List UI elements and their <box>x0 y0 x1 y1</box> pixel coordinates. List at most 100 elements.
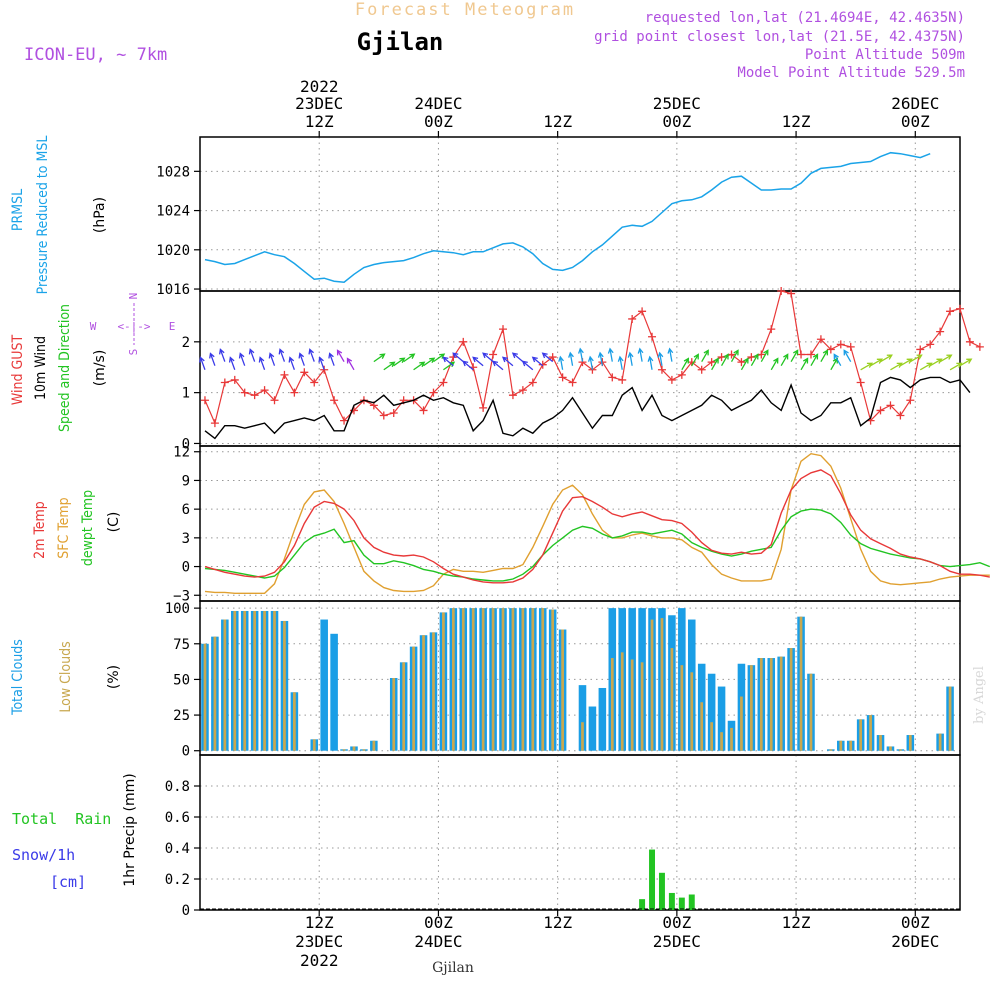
rain-bar <box>688 894 695 910</box>
wind-arrow <box>258 356 266 370</box>
low-cloud-bar <box>243 610 247 751</box>
wind-arrow <box>393 357 406 367</box>
low-cloud-bar <box>402 662 406 751</box>
gust-marker <box>250 391 259 400</box>
y-tick-label: 0 <box>182 903 190 919</box>
top-time-label: 12Z <box>782 112 811 131</box>
gust-marker <box>270 396 279 405</box>
gridpoint-coords: grid point closest lon,lat (21.5E, 42.43… <box>594 29 965 45</box>
wind-arrow <box>597 351 604 366</box>
wind-arrow <box>721 353 729 367</box>
wind-arrow <box>647 355 654 370</box>
gust-marker <box>280 370 289 379</box>
bottom-time-label: 12Z <box>305 913 334 932</box>
gust-marker <box>697 365 706 374</box>
wind-arrow <box>780 353 789 367</box>
wind-arrow <box>288 356 295 370</box>
wind-arrow <box>691 353 699 367</box>
wind-arrow <box>318 356 325 370</box>
wind-arrow <box>308 348 315 362</box>
gust-marker <box>767 325 776 334</box>
wind-arrow <box>770 357 779 371</box>
panel-4: 0 0.2 0.4 0.6 0.8 <box>165 754 961 919</box>
wind-arrow <box>910 354 923 363</box>
pressure-line <box>204 151 931 283</box>
footer-location: Gjilan <box>432 960 474 976</box>
low-cloud-bar <box>680 665 684 751</box>
gust-marker <box>508 391 517 400</box>
wind-arrow <box>870 358 884 367</box>
wind-arrow <box>209 352 216 366</box>
gust-marker <box>946 307 955 316</box>
wind-arrow <box>880 354 893 363</box>
low-cloud-bar <box>432 632 435 751</box>
low-cloud-bar <box>531 608 535 751</box>
low-cloud-bar <box>392 678 396 751</box>
low-cloud-bar <box>372 740 376 751</box>
compass-w: W <box>90 320 97 333</box>
wind-arrow <box>607 347 614 362</box>
low-cloud-bar <box>799 616 803 751</box>
low-cloud-bar <box>869 715 872 751</box>
gust-marker <box>568 378 577 387</box>
y-tick-label: 3 <box>182 531 190 547</box>
gust-marker <box>787 289 796 298</box>
gust-marker <box>856 378 865 387</box>
gust-marker <box>220 378 229 387</box>
wind-arrow <box>810 353 819 367</box>
wind-arrow <box>578 347 584 362</box>
wind-arrow <box>681 357 690 371</box>
bottom-time-label: 00Z <box>662 913 691 932</box>
wind-arrow <box>521 360 534 371</box>
top-time-label: 12Z <box>543 112 572 131</box>
bottom-time-label: 26DEC <box>891 932 939 951</box>
gust-marker <box>548 353 557 362</box>
wind-arrow <box>482 352 494 363</box>
low-cloud-bar <box>253 610 256 751</box>
low-cloud-bar <box>511 608 515 751</box>
wind-arrow <box>336 349 345 362</box>
wind-arrow <box>511 352 524 363</box>
gust-marker <box>657 365 666 374</box>
panel-0: 1016 1020 1024 1028 <box>156 136 961 298</box>
wind-arrow <box>452 352 464 363</box>
gust-marker <box>926 340 935 349</box>
top-time-label: 00Z <box>662 112 691 131</box>
low-cloud-bar <box>213 636 217 751</box>
wind-arrow <box>760 349 769 362</box>
wind-arrow <box>890 362 903 371</box>
gust-marker <box>310 378 319 387</box>
plot-area: 1016102010241028012−3036912025507510000.… <box>156 77 991 970</box>
panel-frame <box>199 136 961 292</box>
wind-dir-label: Speed and Direction <box>57 304 73 432</box>
low-cloud-bar <box>720 732 723 751</box>
panel-1: 0 1 2 <box>182 287 984 452</box>
bottom-time-label: 00Z <box>424 913 453 932</box>
low-cloud-bar <box>908 735 912 751</box>
gust-marker <box>230 375 239 384</box>
wind-unit: (m/s) <box>92 350 108 387</box>
low-cloud-bar <box>650 619 654 751</box>
pressure-label-2: Pressure Reduced to MSL <box>35 136 51 295</box>
bottom-time-label: 24DEC <box>414 932 462 951</box>
total-cloud-bar <box>598 687 607 751</box>
cloud-labels: Total Clouds Low Clouds (%) <box>10 639 122 716</box>
gust-marker <box>975 342 984 351</box>
wind-arrow <box>820 349 829 362</box>
top-time-label: 12Z <box>305 112 334 131</box>
y-tick-label: 9 <box>182 473 190 489</box>
wind-gust-label: Wind GUST <box>10 335 26 406</box>
low-clouds-label: Low Clouds <box>58 641 74 712</box>
bottom-time-label: 00Z <box>901 913 930 932</box>
low-cloud-bar <box>263 610 266 751</box>
wind-arrow <box>558 355 564 370</box>
low-cloud-bar <box>342 749 346 751</box>
gust-marker <box>816 335 825 344</box>
wind-arrow <box>711 357 719 371</box>
wind-arrow <box>949 362 963 371</box>
bottom-time-label: 12Z <box>543 913 572 932</box>
wind-arrow <box>900 358 913 367</box>
y-tick-label: 0.8 <box>165 779 190 795</box>
wind-arrow <box>531 356 544 367</box>
gust-marker <box>379 411 388 420</box>
